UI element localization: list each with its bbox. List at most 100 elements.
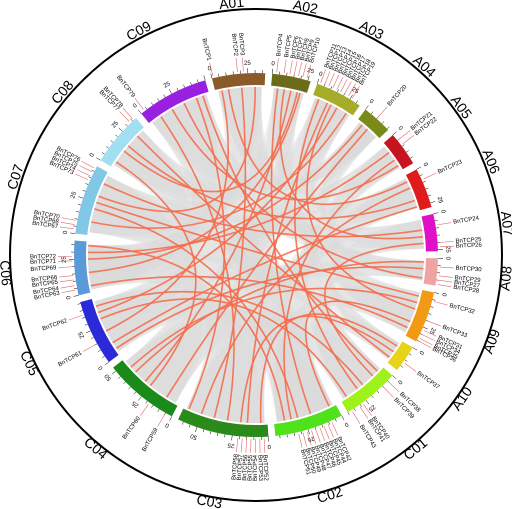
- gene-label: BnTCP71: [30, 259, 57, 266]
- collinear-link: [306, 104, 416, 310]
- collinear-link: [279, 89, 424, 240]
- tick-mark: [217, 432, 219, 436]
- tick-label: 0: [164, 421, 170, 428]
- tick-mark: [169, 416, 173, 421]
- gene-marker-line: [293, 61, 298, 76]
- tick-mark: [137, 109, 142, 114]
- tick-mark: [101, 152, 105, 155]
- tick-mark: [328, 421, 331, 425]
- tick-mark: [133, 391, 137, 395]
- gene-label: BnTCP66: [31, 275, 58, 284]
- tick-label: 25: [163, 81, 172, 90]
- gene-label: BnTCP55: [247, 454, 254, 481]
- chromosome-arc-a05: [383, 134, 414, 170]
- gene-marker-line: [60, 221, 75, 225]
- collinear-link: [246, 102, 329, 423]
- tick-label: 0: [397, 126, 404, 133]
- gene-marker-line: [383, 387, 394, 398]
- tick-mark: [224, 434, 226, 438]
- gene-marker-line: [242, 57, 244, 72]
- tick-mark: [128, 386, 131, 390]
- gene-label: BnTCP27: [454, 280, 481, 290]
- tick-mark: [430, 201, 436, 204]
- tick-mark: [118, 376, 121, 379]
- tick-label: 0: [132, 103, 139, 110]
- gene-marker-line: [352, 86, 360, 99]
- chromosome-label-a07: A07: [498, 210, 512, 237]
- tick-mark: [428, 194, 432, 197]
- tick-mark: [330, 86, 333, 90]
- chromosome-arc-c01: [341, 367, 393, 413]
- collinear-link: [96, 201, 420, 297]
- gene-marker-line: [421, 334, 435, 341]
- collinear-link: [123, 91, 299, 193]
- tick-mark: [195, 427, 198, 432]
- tick-mark: [104, 361, 109, 366]
- synteny-band: [299, 97, 418, 219]
- gene-label: BnTCP79: [115, 75, 136, 100]
- synteny-band: [330, 178, 420, 333]
- tick-mark: [218, 73, 220, 77]
- tick-mark: [392, 131, 397, 136]
- tick-mark: [183, 84, 185, 88]
- gene-marker-line: [377, 106, 388, 118]
- collinearity-links: [88, 86, 424, 423]
- synteny-band: [125, 309, 380, 403]
- gene-label: BnTCP9: [304, 38, 316, 62]
- gene-label: BnTCP60: [122, 415, 142, 440]
- chromosome-label-c05: C05: [17, 348, 43, 378]
- gene-marker-line: [328, 73, 335, 87]
- tick-mark: [73, 295, 79, 297]
- synteny-band: [89, 87, 304, 236]
- chromosome-label-a09: A09: [480, 327, 504, 356]
- chromosome-label-a08: A08: [496, 265, 512, 292]
- gene-label: BnTCP7: [295, 36, 306, 60]
- collinear-link: [105, 90, 229, 332]
- tick-label: 0: [63, 230, 69, 235]
- tick-mark: [110, 140, 114, 143]
- gene-marker-line: [81, 161, 95, 169]
- tick-mark: [123, 381, 126, 385]
- tick-mark: [82, 190, 86, 192]
- tick-mark: [392, 375, 397, 379]
- gene-marker-line: [61, 217, 76, 221]
- gene-label: BnTCP70: [33, 210, 60, 221]
- tick-label: 25: [350, 87, 359, 96]
- gene-marker-line: [302, 432, 307, 447]
- chromosome-arc-a09: [405, 290, 435, 342]
- tick-mark: [188, 424, 191, 428]
- gene-marker-line: [298, 62, 302, 77]
- tick-label: 25: [111, 120, 120, 129]
- tick-mark: [145, 106, 148, 110]
- tick-mark: [231, 435, 233, 441]
- gene-marker-line: [140, 404, 149, 416]
- tick-label: 0: [97, 364, 104, 371]
- gene-marker-line: [439, 266, 454, 269]
- tick-mark: [76, 211, 80, 213]
- gene-marker-line: [398, 130, 411, 140]
- tick-label: 50: [189, 432, 198, 440]
- gene-marker-line: [68, 314, 83, 321]
- tick-mark: [181, 421, 184, 425]
- chromosome-arc-a02: [271, 73, 311, 93]
- collinear-link: [183, 102, 423, 279]
- gene-marker-line: [438, 275, 453, 278]
- tick-label: 0: [66, 294, 73, 299]
- gene-label: BnTCP20: [387, 84, 409, 108]
- gene-marker-line: [157, 414, 165, 427]
- tick-mark: [386, 126, 390, 129]
- tick-mark: [176, 87, 179, 91]
- tick-label: 0: [343, 420, 349, 427]
- gene-label: BnTCP56: [242, 454, 249, 481]
- gene-marker-line: [359, 406, 369, 419]
- tick-label: 0: [396, 378, 403, 385]
- collinear-link: [103, 183, 423, 238]
- gene-marker-line: [235, 57, 238, 72]
- gene-marker-line: [331, 422, 339, 436]
- tick-label: 0: [271, 61, 276, 67]
- gene-label: BnTCP28: [453, 285, 480, 295]
- collinear-link: [98, 86, 256, 213]
- tick-mark: [90, 337, 94, 339]
- collinear-link: [134, 260, 424, 373]
- gene-marker-line: [419, 338, 433, 346]
